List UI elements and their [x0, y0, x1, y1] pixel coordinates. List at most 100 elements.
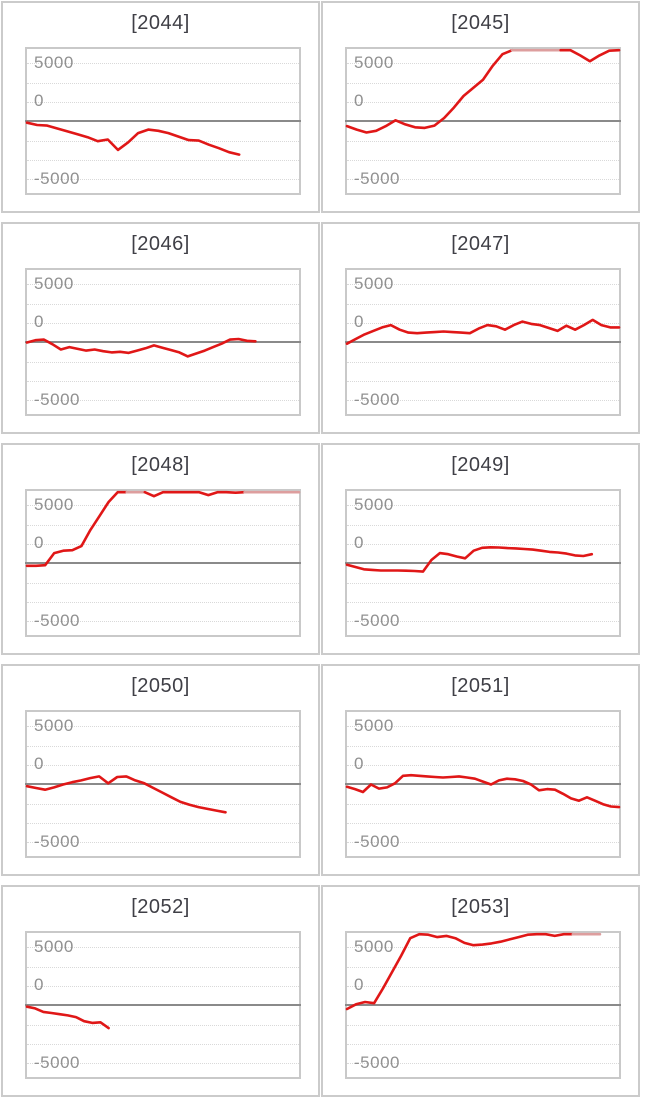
y-axis-label-neg5000: -5000: [354, 832, 400, 851]
chart-title: [2051]: [451, 675, 510, 697]
gridline: [347, 141, 619, 142]
y-axis-label-5000: 5000: [354, 274, 394, 293]
line-chart-plot-area: 5000 0 -5000: [345, 47, 621, 195]
zero-axis-line: [345, 120, 621, 122]
zero-axis-line: [345, 341, 621, 343]
gridline: [27, 323, 299, 324]
series-segment: [347, 547, 592, 571]
gridline: [347, 1063, 619, 1064]
series-line-svg: [27, 49, 299, 193]
series-line-svg: [347, 712, 619, 856]
line-chart-plot-area: 5000 0 -5000: [25, 47, 301, 195]
gridline: [347, 179, 619, 180]
y-axis-label-neg5000: -5000: [354, 1053, 400, 1072]
y-axis-label-0: 0: [34, 312, 44, 331]
line-chart-plot-area: 5000 0 -5000: [25, 489, 301, 637]
series-line-svg: [347, 491, 619, 635]
zero-axis-line: [345, 783, 621, 785]
gridline: [27, 823, 299, 824]
series-line-svg: [27, 491, 299, 635]
gridline: [27, 986, 299, 987]
zero-axis-line: [345, 562, 621, 564]
series-line-svg: [27, 712, 299, 856]
series-segment: [347, 320, 619, 344]
series-segment: [347, 50, 512, 132]
y-axis-label-0: 0: [354, 312, 364, 331]
gridline: [27, 967, 299, 968]
gridline: [347, 1044, 619, 1045]
machine-graph-card: [2049] 5000 0 -5000: [321, 443, 640, 655]
series-segment: [347, 934, 573, 1009]
line-chart-plot-area: 5000 0 -5000: [345, 268, 621, 416]
gridline: [27, 726, 299, 727]
line-chart-plot-area: 5000 0 -5000: [345, 710, 621, 858]
machine-graph-card: [2046] 5000 0 -5000: [1, 222, 320, 434]
gridline: [27, 1044, 299, 1045]
chart-title: [2046]: [131, 233, 190, 255]
machine-graph-card: [2045] 5000 0 -5000: [321, 1, 640, 213]
chart-title: [2052]: [131, 896, 190, 918]
line-chart-plot-area: 5000 0 -5000: [345, 489, 621, 637]
zero-axis-line: [25, 783, 301, 785]
y-axis-label-0: 0: [354, 975, 364, 994]
gridline: [27, 1063, 299, 1064]
line-chart-plot-area: 5000 0 -5000: [25, 268, 301, 416]
series-line-svg: [27, 933, 299, 1077]
gridline: [27, 947, 299, 948]
y-axis-label-neg5000: -5000: [34, 390, 80, 409]
series-segment: [561, 50, 619, 61]
gridline: [347, 842, 619, 843]
gridline: [347, 505, 619, 506]
y-axis-label-0: 0: [354, 533, 364, 552]
y-axis-label-5000: 5000: [354, 53, 394, 72]
gridline: [27, 602, 299, 603]
chart-title: [2044]: [131, 12, 190, 34]
gridline: [27, 746, 299, 747]
y-axis-label-neg5000: -5000: [354, 169, 400, 188]
gridline: [347, 284, 619, 285]
gridline: [27, 179, 299, 180]
y-axis-label-neg5000: -5000: [354, 390, 400, 409]
machine-graph-card: [2044] 5000 0 -5000: [1, 1, 320, 213]
gridline: [347, 726, 619, 727]
gridline: [27, 765, 299, 766]
y-axis-label-neg5000: -5000: [34, 832, 80, 851]
gridline: [347, 804, 619, 805]
machine-graph-card: [2053] 5000 0 -5000: [321, 885, 640, 1097]
zero-axis-line: [25, 341, 301, 343]
y-axis-label-5000: 5000: [34, 716, 74, 735]
gridline: [347, 621, 619, 622]
gridline: [27, 160, 299, 161]
y-axis-label-neg5000: -5000: [354, 611, 400, 630]
series-line-svg: [347, 933, 619, 1077]
gridline: [347, 947, 619, 948]
series-segment: [27, 776, 226, 812]
y-axis-label-neg5000: -5000: [34, 1053, 80, 1072]
series-segment: [27, 492, 127, 566]
y-axis-label-0: 0: [354, 754, 364, 773]
gridline: [347, 323, 619, 324]
y-axis-label-0: 0: [34, 975, 44, 994]
gridline: [347, 102, 619, 103]
gridline: [347, 362, 619, 363]
gridline: [27, 583, 299, 584]
gridline: [27, 83, 299, 84]
gridline: [347, 525, 619, 526]
chart-title: [2053]: [451, 896, 510, 918]
machine-graph-card: [2047] 5000 0 -5000: [321, 222, 640, 434]
line-chart-plot-area: 5000 0 -5000: [25, 931, 301, 1079]
gridline: [27, 804, 299, 805]
gridline: [347, 746, 619, 747]
y-axis-label-neg5000: -5000: [34, 169, 80, 188]
gridline: [27, 621, 299, 622]
chart-title: [2045]: [451, 12, 510, 34]
chart-title: [2048]: [131, 454, 190, 476]
gridline: [27, 141, 299, 142]
machine-graph-card: [2048] 5000 0 -5000: [1, 443, 320, 655]
machine-graph-card: [2052] 5000 0 -5000: [1, 885, 320, 1097]
series-segment: [27, 1007, 109, 1028]
y-axis-label-0: 0: [34, 533, 44, 552]
gridline: [27, 1025, 299, 1026]
gridline: [27, 63, 299, 64]
